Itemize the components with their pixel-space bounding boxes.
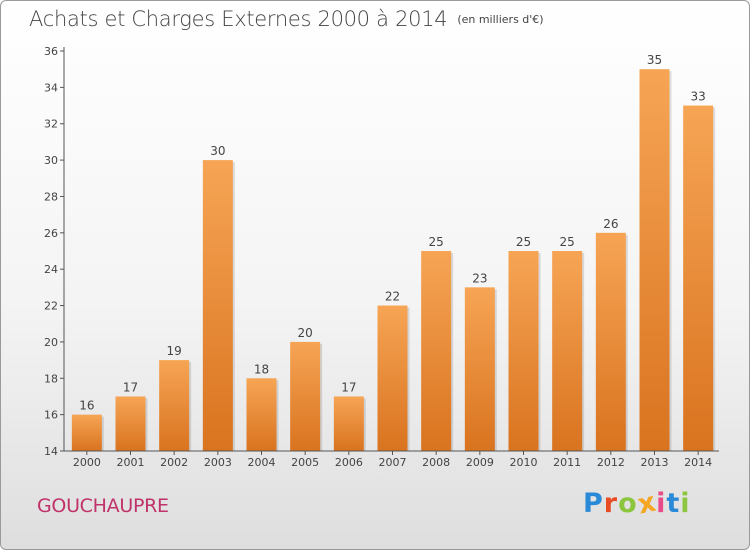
bar	[464, 287, 495, 451]
y-tick-label: 24	[44, 263, 58, 276]
bar	[159, 360, 190, 451]
bar	[508, 251, 539, 451]
x-tick-label: 2007	[379, 456, 407, 469]
y-tick-label: 16	[44, 409, 58, 422]
logo-letter: o	[618, 488, 638, 519]
data-label: 16	[79, 399, 94, 413]
chart-unit: (en milliers d'€)	[457, 13, 544, 26]
x-tick-label: 2002	[160, 456, 188, 469]
data-label: 19	[167, 344, 182, 358]
y-tick-label: 34	[44, 81, 58, 94]
bar	[202, 160, 233, 451]
y-tick-label: 22	[44, 300, 58, 313]
bar	[421, 251, 452, 451]
bar	[377, 305, 408, 451]
logo-letter: r	[603, 488, 619, 519]
y-tick-label: 32	[44, 118, 58, 131]
logo-letter: t	[666, 488, 681, 519]
data-label: 25	[429, 235, 444, 249]
data-label: 22	[385, 290, 400, 304]
proxiti-logo: Proxiti	[583, 486, 691, 520]
y-tick-label: 28	[44, 190, 58, 203]
bar	[333, 396, 364, 451]
x-tick-label: 2004	[248, 456, 276, 469]
x-tick-label: 2012	[597, 456, 625, 469]
y-tick-label: 26	[44, 227, 58, 240]
y-tick-label: 30	[44, 154, 58, 167]
data-label: 26	[603, 217, 618, 231]
x-tick-label: 2011	[553, 456, 581, 469]
data-label: 25	[516, 235, 531, 249]
bar	[639, 69, 670, 451]
x-tick-label: 2003	[204, 456, 232, 469]
bar	[683, 105, 714, 451]
x-tick-label: 2006	[335, 456, 363, 469]
data-label: 17	[341, 380, 356, 394]
bar	[115, 396, 146, 451]
data-label: 18	[254, 362, 269, 376]
data-label: 20	[298, 326, 313, 340]
x-tick-label: 2001	[117, 456, 145, 469]
x-tick-label: 2005	[291, 456, 319, 469]
y-tick-label: 20	[44, 336, 58, 349]
place-name: GOUCHAUPRE	[37, 495, 169, 517]
chart-title-block: Achats et Charges Externes 2000 à 2014 (e…	[29, 7, 544, 31]
data-label: 17	[123, 380, 138, 394]
x-tick-label: 2008	[422, 456, 450, 469]
x-tick-label: 2010	[510, 456, 538, 469]
bar	[290, 341, 321, 451]
bar	[71, 414, 102, 451]
bar	[552, 251, 583, 451]
y-tick-label: 36	[44, 45, 58, 58]
data-label: 33	[691, 90, 706, 104]
bar	[246, 378, 277, 451]
logo-letter: i	[680, 488, 691, 519]
chart-title: Achats et Charges Externes 2000 à 2014	[29, 7, 448, 31]
logo-letter: i	[656, 488, 667, 519]
x-tick-label: 2013	[641, 456, 669, 469]
data-label: 30	[210, 144, 225, 158]
logo-letter: P	[583, 488, 604, 519]
x-tick-label: 2014	[684, 456, 712, 469]
y-tick-label: 14	[44, 445, 58, 458]
data-label: 23	[472, 271, 487, 285]
bar	[595, 232, 626, 451]
x-tick-label: 2000	[73, 456, 101, 469]
x-tick-label: 2009	[466, 456, 494, 469]
y-tick-label: 18	[44, 372, 58, 385]
data-label: 25	[560, 235, 575, 249]
data-label: 35	[647, 53, 662, 67]
